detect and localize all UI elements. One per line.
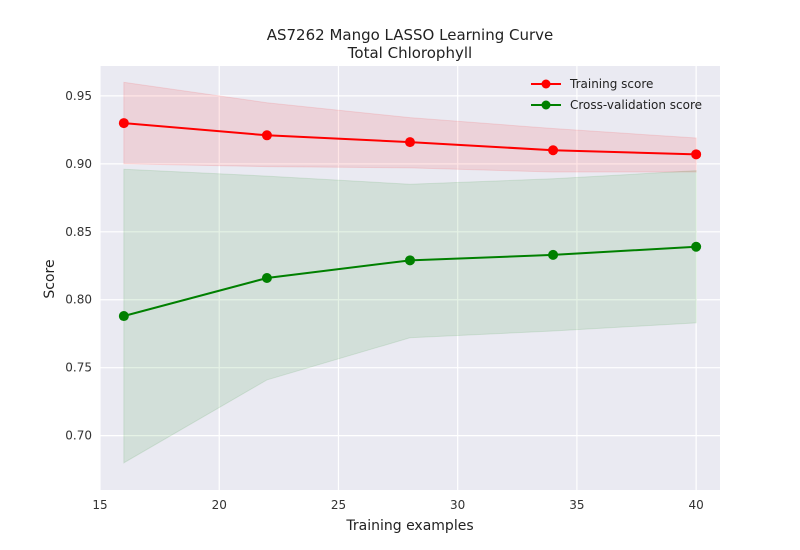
- y-tick-label: 0.85: [65, 225, 92, 239]
- x-tick-label: 15: [92, 498, 107, 512]
- chart-title-line1: AS7262 Mango LASSO Learning Curve: [267, 26, 554, 44]
- x-tick-label: 25: [331, 498, 346, 512]
- training-score-point: [118, 118, 129, 129]
- cross-validation-score-band: [123, 168, 697, 464]
- chart-title-line2: Total Chlorophyll: [347, 44, 472, 62]
- legend: Training score Cross-validation score: [531, 77, 702, 112]
- grid-lines: [99, 66, 720, 490]
- legend-training-label: Training score: [569, 77, 653, 91]
- training-score-point: [548, 145, 559, 156]
- legend-cv-label: Cross-validation score: [570, 98, 702, 112]
- y-tick-label: 0.90: [65, 157, 92, 171]
- legend-entry-training: Training score: [531, 77, 653, 91]
- y-tick-label: 0.80: [65, 293, 92, 307]
- y-tick-label: 0.95: [65, 89, 92, 103]
- y-tick-label: 0.75: [65, 361, 92, 375]
- x-tick-label: 35: [569, 498, 584, 512]
- legend-training-marker: [541, 79, 551, 89]
- y-tick-label: 0.70: [65, 429, 92, 443]
- x-tick-label: 20: [212, 498, 227, 512]
- series-lines: [118, 118, 702, 322]
- tick-labels: 15 20 25 30 35 40 0.70 0.75 0.80 0.85 0.90 0.95: [65, 89, 704, 512]
- x-tick-label: 30: [450, 498, 465, 512]
- cross-validation-score-point: [118, 311, 129, 322]
- cross-validation-score-point: [548, 249, 559, 260]
- x-axis-label: Training examples: [345, 518, 473, 534]
- training-score-point: [261, 130, 272, 141]
- x-tick-label: 40: [689, 498, 704, 512]
- legend-cv-marker: [541, 100, 551, 110]
- legend-entry-cross-validation: Cross-validation score: [531, 98, 702, 112]
- training-score-point: [691, 149, 702, 160]
- training-score-point: [405, 137, 415, 148]
- cross-validation-score-point: [691, 241, 702, 252]
- cross-validation-score-point: [261, 273, 272, 283]
- y-axis-label: Score: [42, 259, 58, 298]
- plot-area: [100, 66, 720, 490]
- cross-validation-score-point: [405, 255, 415, 266]
